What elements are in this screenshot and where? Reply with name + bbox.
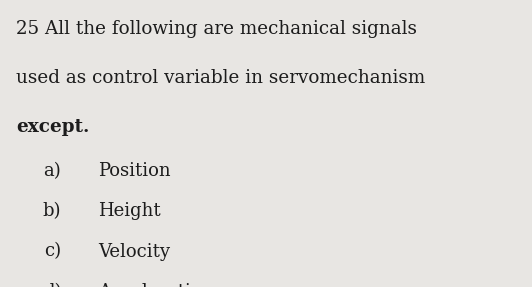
Text: Height: Height: [98, 202, 161, 220]
Text: 25 All the following are mechanical signals: 25 All the following are mechanical sign…: [16, 20, 417, 38]
Text: Acceleration: Acceleration: [98, 283, 214, 287]
Text: a): a): [44, 162, 61, 180]
Text: except.: except.: [16, 118, 89, 136]
Text: c): c): [44, 243, 61, 261]
Text: Position: Position: [98, 162, 171, 180]
Text: d): d): [43, 283, 61, 287]
Text: b): b): [43, 202, 61, 220]
Text: used as control variable in servomechanism: used as control variable in servomechani…: [16, 69, 425, 87]
Text: Velocity: Velocity: [98, 243, 170, 261]
